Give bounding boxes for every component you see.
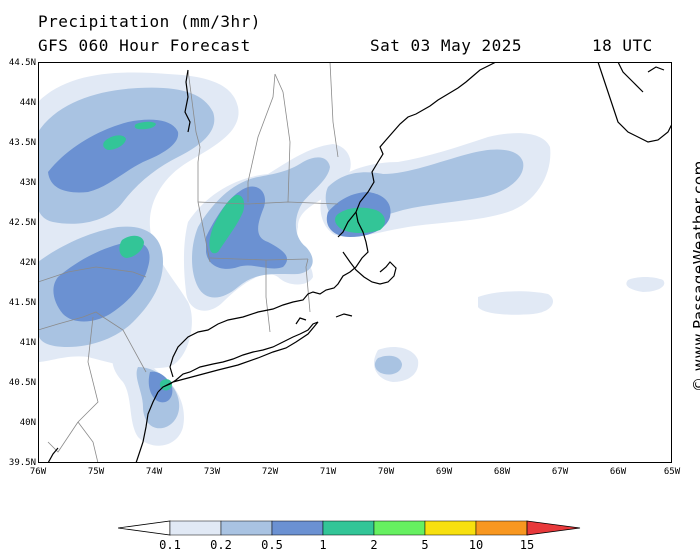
lat-label: 43.5N bbox=[8, 138, 36, 148]
coastline bbox=[47, 62, 672, 463]
lon-label: 65W bbox=[663, 467, 681, 477]
valid-time: 18 UTC bbox=[592, 36, 653, 55]
legend-label: 5 bbox=[421, 538, 429, 552]
lon-label: 67W bbox=[551, 467, 569, 477]
valid-date: Sat 03 May 2025 bbox=[370, 36, 522, 55]
lon-label: 68W bbox=[493, 467, 511, 477]
title-precipitation: Precipitation (mm/3hr) bbox=[38, 12, 261, 31]
legend-label: 0.2 bbox=[210, 538, 232, 552]
lon-label: 76W bbox=[29, 467, 47, 477]
lat-label: 42.5N bbox=[8, 218, 36, 228]
legend-label: 0.1 bbox=[159, 538, 181, 552]
precip-legend bbox=[118, 520, 581, 536]
credit-watermark: © www.PassageWeather.com bbox=[690, 160, 700, 392]
legend-label: 10 bbox=[468, 538, 484, 552]
lat-label: 40N bbox=[19, 418, 36, 428]
lat-label: 42N bbox=[19, 258, 36, 268]
lon-label: 71W bbox=[319, 467, 337, 477]
legend-swatch-0.1 bbox=[169, 520, 222, 536]
lat-label: 39.5N bbox=[8, 458, 36, 468]
lon-label: 66W bbox=[609, 467, 627, 477]
lon-label: 75W bbox=[87, 467, 105, 477]
lon-label: 72W bbox=[261, 467, 279, 477]
legend-swatch-10 bbox=[475, 520, 528, 536]
precipitation-map bbox=[38, 62, 672, 463]
legend-label: 1 bbox=[319, 538, 327, 552]
lat-label: 44.5N bbox=[8, 58, 36, 68]
legend-label: 15 bbox=[519, 538, 535, 552]
lat-label: 41.5N bbox=[8, 298, 36, 308]
legend-swatch-0.2 bbox=[220, 520, 273, 536]
legend-arrow-left bbox=[118, 520, 171, 536]
legend-swatch-5 bbox=[424, 520, 477, 536]
legend-label: 0.5 bbox=[261, 538, 283, 552]
lon-label: 69W bbox=[435, 467, 453, 477]
lon-label: 70W bbox=[377, 467, 395, 477]
precip-band-green bbox=[103, 121, 385, 391]
lon-label: 73W bbox=[203, 467, 221, 477]
map-frame bbox=[38, 62, 672, 463]
lat-label: 40.5N bbox=[8, 378, 36, 388]
lat-label: 44N bbox=[19, 98, 36, 108]
lon-label: 74W bbox=[145, 467, 163, 477]
lat-label: 41N bbox=[19, 338, 36, 348]
legend-arrow-right bbox=[526, 520, 581, 536]
legend-swatch-1 bbox=[322, 520, 375, 536]
legend-swatch-2 bbox=[373, 520, 426, 536]
legend-swatch-0.5 bbox=[271, 520, 324, 536]
state-borders bbox=[38, 62, 339, 463]
lat-label: 43N bbox=[19, 178, 36, 188]
legend-label: 2 bbox=[370, 538, 378, 552]
subtitle-forecast: GFS 060 Hour Forecast bbox=[38, 36, 251, 55]
